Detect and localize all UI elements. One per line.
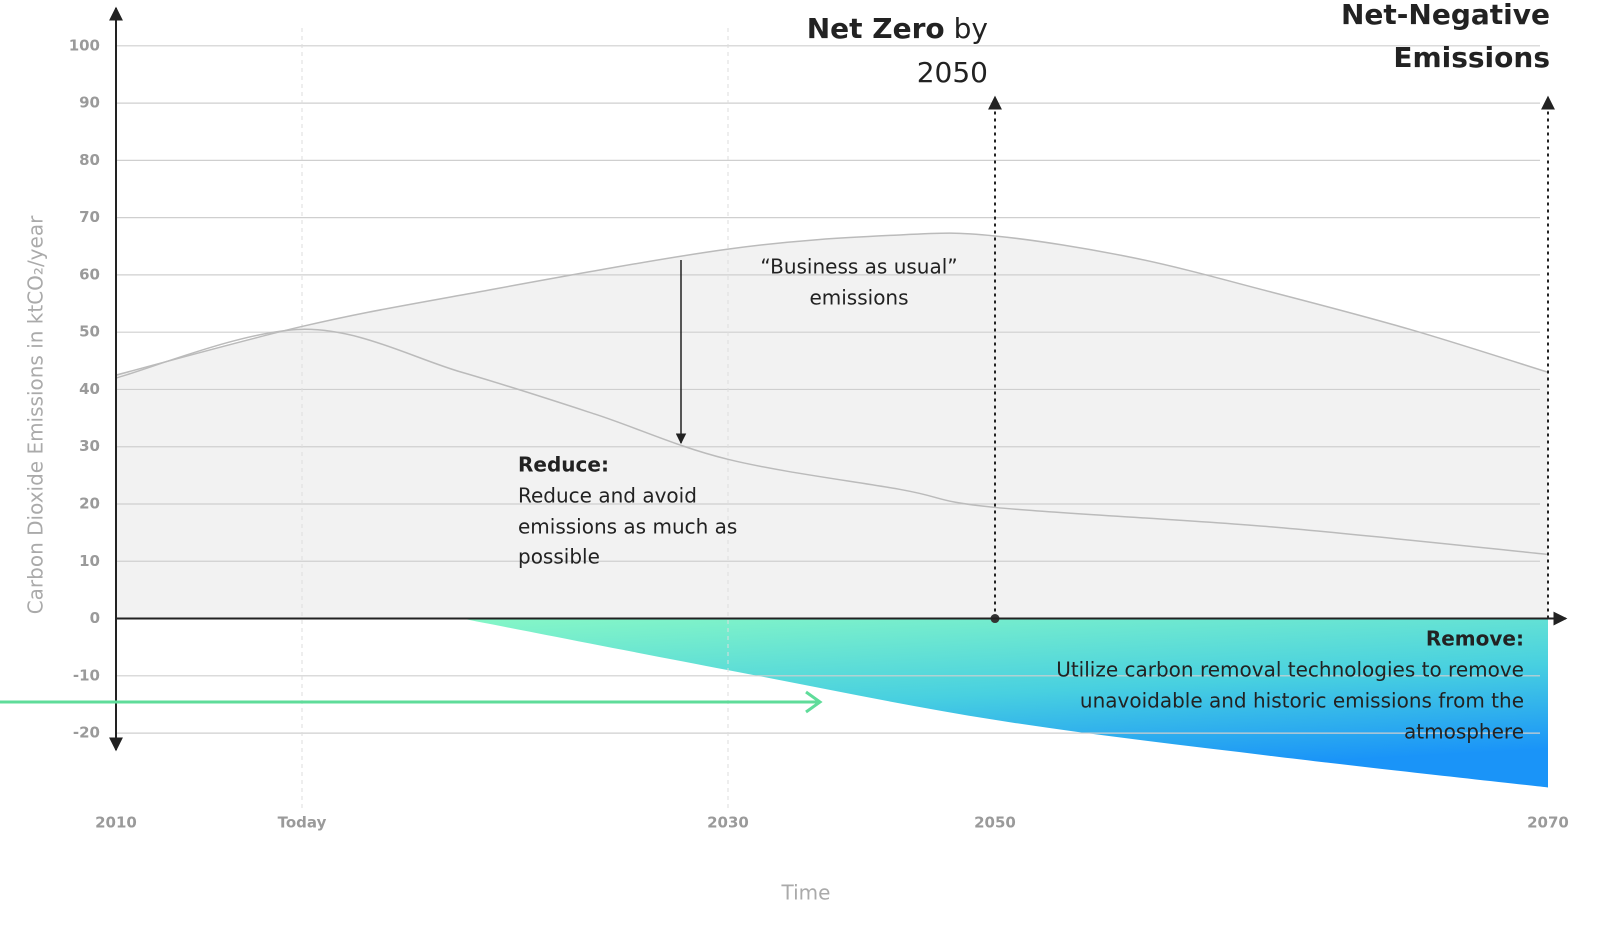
series-area	[461, 618, 1548, 788]
y-axis-label: Carbon Dioxide Emissions in ktCO₂/year	[24, 215, 48, 614]
x-tick-label: Today	[278, 814, 327, 832]
series-area	[116, 233, 1548, 619]
reduce-body: possible	[518, 545, 600, 569]
y-tick-label: -20	[73, 724, 100, 742]
y-tick-label: 70	[79, 208, 100, 226]
x-axis-label: Time	[781, 881, 831, 905]
y-tick-label: 100	[69, 36, 100, 54]
bau-label: emissions	[809, 286, 908, 310]
bau-label: “Business as usual”	[760, 255, 957, 279]
x-tick-label: 2030	[707, 814, 749, 832]
reduce-body: emissions as much as	[518, 515, 737, 539]
remove-body: Utilize carbon removal technologies to r…	[1056, 658, 1524, 682]
x-tick-label: 2050	[974, 814, 1016, 832]
y-tick-label: 40	[79, 380, 100, 398]
net-zero-rest: by	[954, 12, 988, 45]
y-tick-label: -10	[73, 666, 100, 684]
green-arrow-head	[805, 690, 823, 714]
y-tick-label: 0	[90, 609, 100, 627]
remove-body: atmosphere	[1404, 720, 1524, 744]
series-line	[115, 328, 1549, 556]
net-zero-bold: Net Zero	[807, 12, 945, 45]
remove-body: unavoidable and historic emissions from …	[1080, 689, 1524, 713]
y-tick-label: 10	[79, 552, 100, 570]
net-zero-year: 2050	[917, 56, 988, 89]
y-tick-label: 50	[79, 323, 100, 341]
remove-title: Remove:	[1426, 627, 1524, 651]
x-tick-label: 2010	[95, 814, 137, 832]
series-line	[115, 232, 1549, 376]
y-tick-label: 20	[79, 495, 100, 513]
net-zero-title: Net Zero by	[807, 12, 988, 45]
y-tick-label: 80	[79, 151, 100, 169]
y-tick-label: 90	[79, 94, 100, 112]
x-tick-label: 2070	[1527, 814, 1569, 832]
net-negative-title: Emissions	[1393, 41, 1550, 74]
reduce-title: Reduce:	[518, 453, 609, 477]
net-negative-title: Net-Negative	[1341, 0, 1550, 31]
reduce-body: Reduce and avoid	[518, 484, 697, 508]
y-tick-label: 60	[79, 265, 100, 283]
y-tick-label: 30	[79, 437, 100, 455]
